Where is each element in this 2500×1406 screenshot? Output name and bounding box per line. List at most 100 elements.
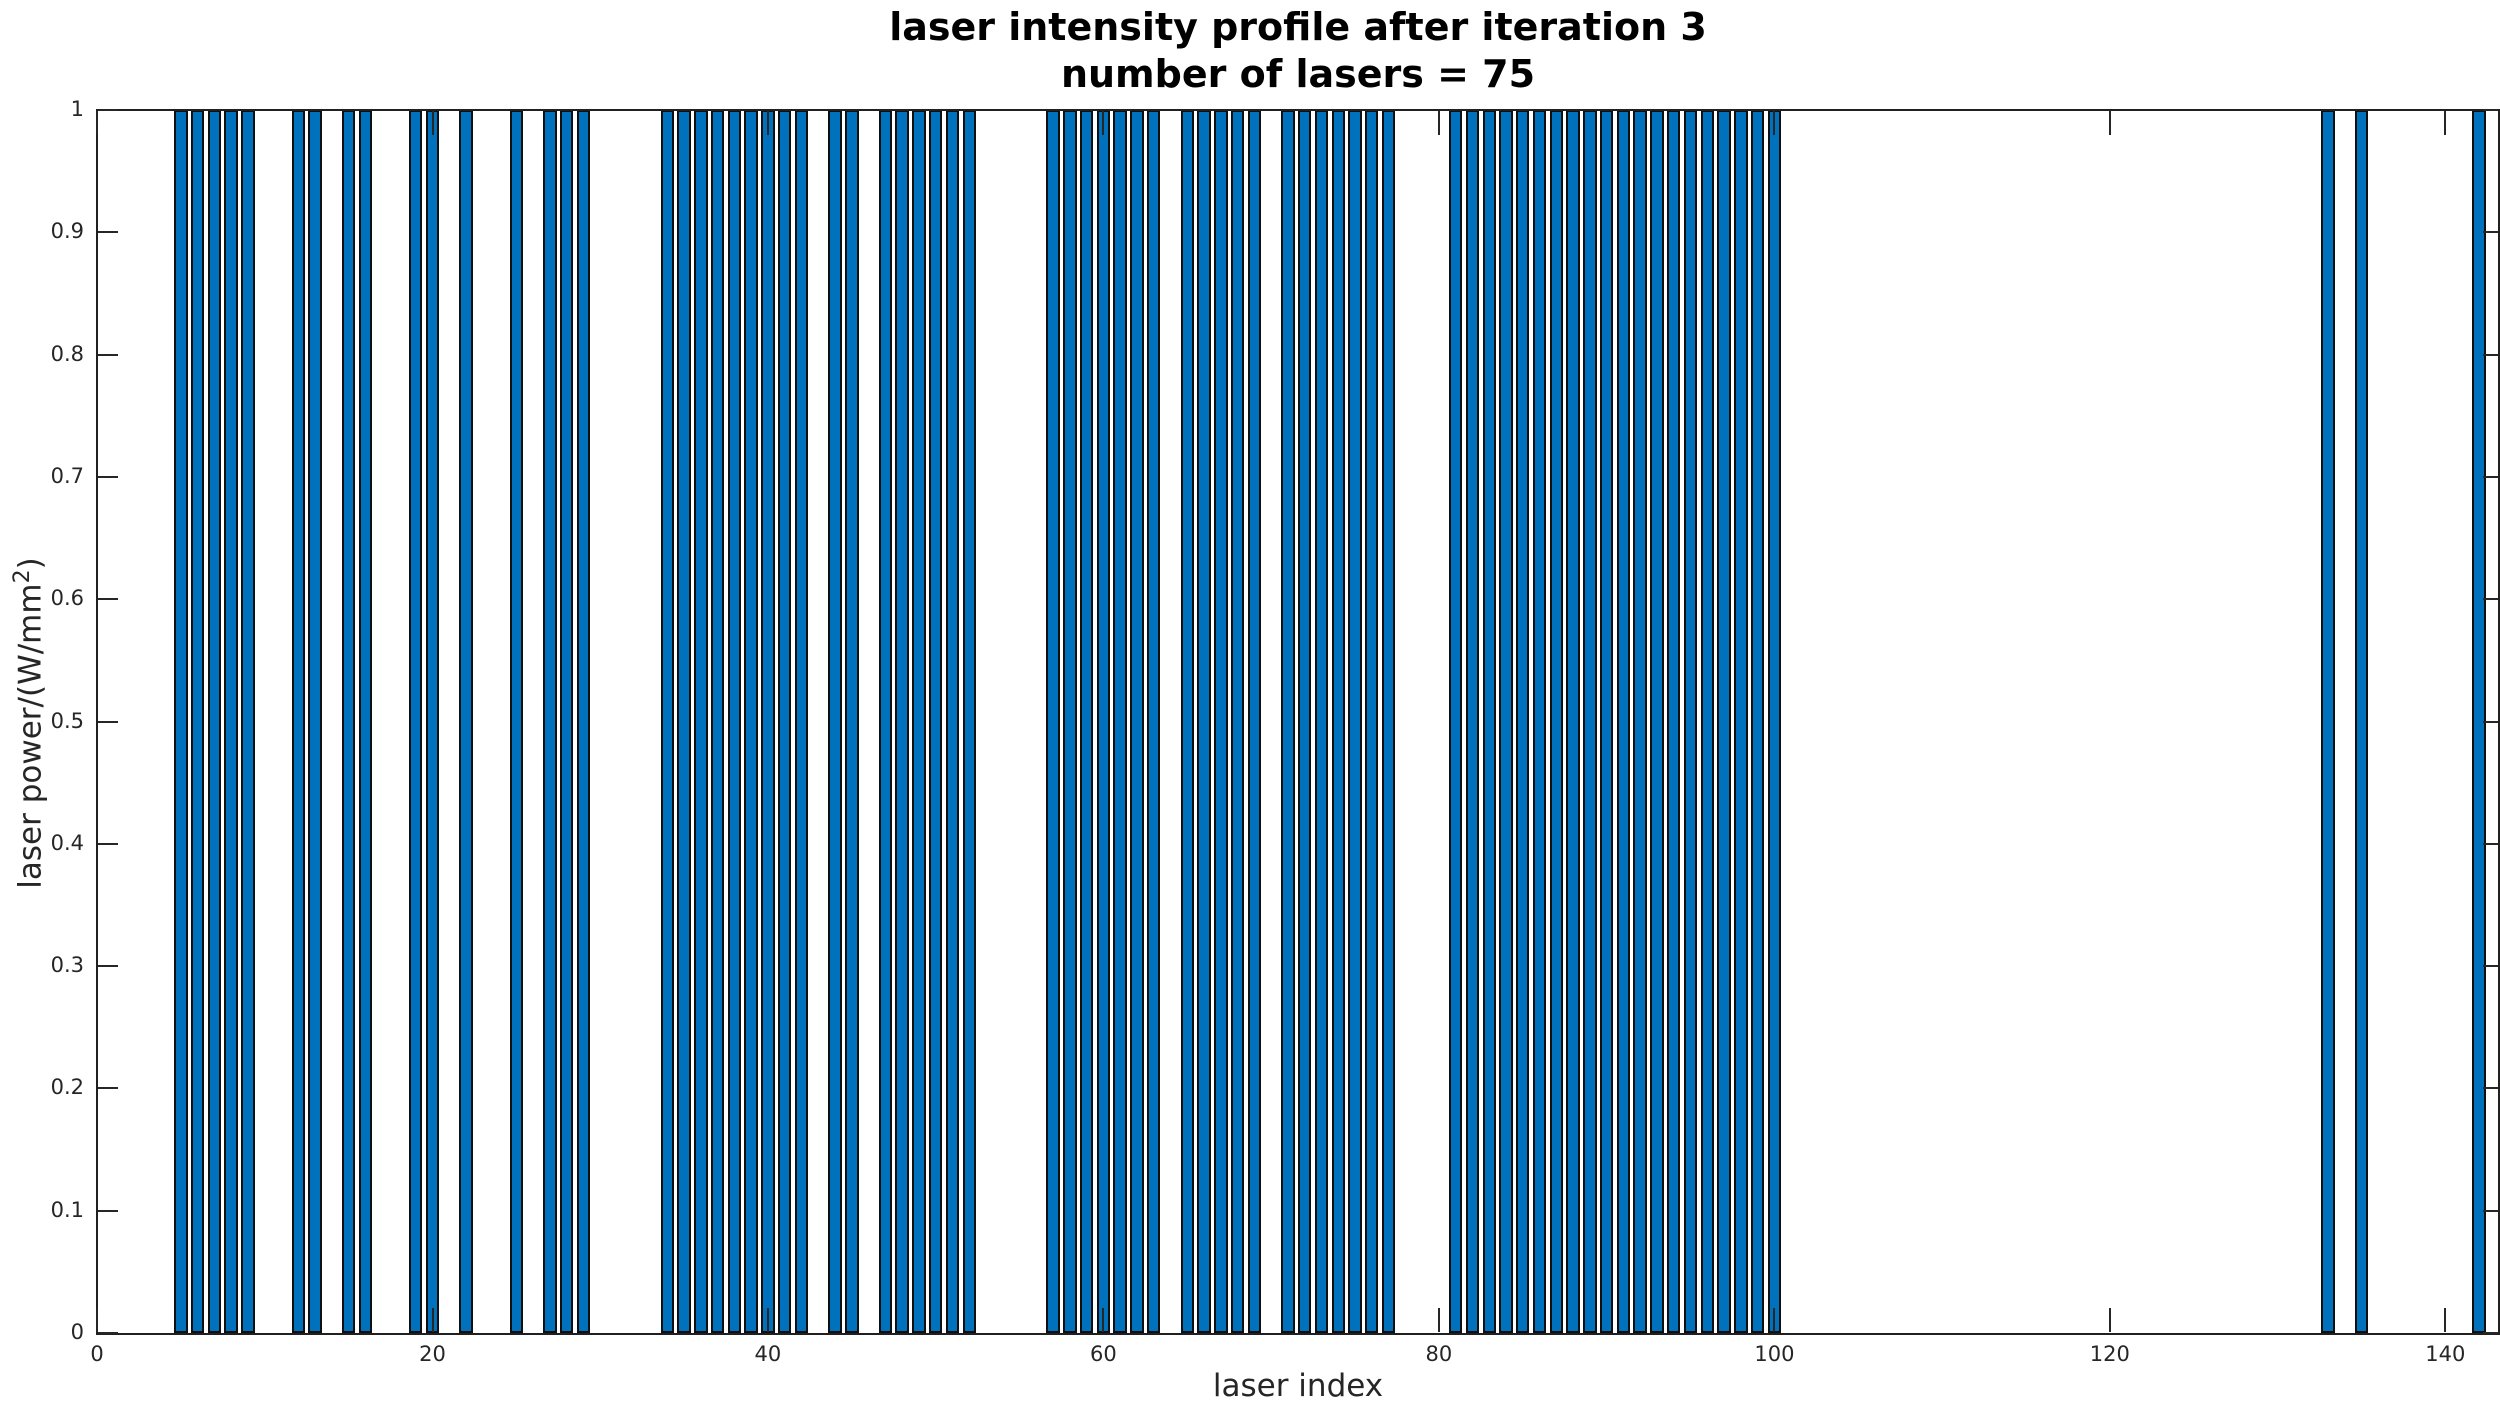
bar <box>1583 110 1597 1333</box>
y-tick-label: 0.9 <box>50 219 84 244</box>
bar <box>1063 110 1077 1333</box>
bar <box>241 110 255 1333</box>
bar <box>559 110 574 1333</box>
y-tick-label: 0.7 <box>50 463 84 488</box>
bar <box>1130 110 1144 1333</box>
bar <box>1046 110 1060 1333</box>
bar <box>710 110 725 1333</box>
x-tick-mark <box>431 1308 434 1332</box>
y-tick-mark-right <box>2483 109 2498 111</box>
bar <box>1348 110 1362 1333</box>
y-axis-label-superscript: 2 <box>10 569 35 584</box>
y-tick-mark-right <box>2483 231 2498 234</box>
y-tick-mark-right <box>2483 475 2498 478</box>
bar <box>1667 110 1681 1333</box>
bar <box>1448 110 1463 1333</box>
bar <box>778 110 792 1333</box>
bar <box>895 110 909 1333</box>
x-tick-label: 60 <box>1090 1342 1117 1366</box>
y-tick-mark <box>98 965 118 968</box>
y-tick-mark-right <box>2483 1209 2498 1212</box>
x-tick-label: 0 <box>90 1342 104 1366</box>
bar <box>1482 110 1496 1333</box>
y-tick-label: 0.5 <box>50 708 84 733</box>
bar <box>1499 110 1513 1333</box>
chart-title-line2: number of lasers = 75 <box>1060 52 1536 96</box>
x-axis-label: laser index <box>1212 1368 1384 1404</box>
bar <box>358 110 373 1333</box>
x-tick-mark <box>96 1308 98 1332</box>
bar <box>1365 110 1379 1333</box>
bar <box>878 110 893 1333</box>
x-tick-label: 40 <box>754 1342 782 1366</box>
x-tick-mark <box>766 1308 769 1332</box>
x-tick-label: 20 <box>419 1342 446 1366</box>
bar <box>694 110 708 1333</box>
left-spine <box>96 109 98 1335</box>
bar <box>425 110 440 1333</box>
bar <box>1214 110 1228 1333</box>
bar <box>928 110 943 1333</box>
y-tick-mark <box>98 1209 118 1212</box>
y-tick-mark <box>98 353 118 356</box>
bar <box>1750 110 1765 1333</box>
y-tick-mark-right <box>2483 720 2498 723</box>
bar <box>1700 110 1714 1333</box>
bar <box>1298 110 1312 1333</box>
bar <box>1566 110 1580 1333</box>
bar <box>224 110 238 1333</box>
bar <box>1516 110 1530 1333</box>
y-tick-mark <box>98 231 118 234</box>
x-tick-mark <box>1102 1308 1105 1332</box>
bar <box>660 110 674 1333</box>
bar <box>341 110 356 1333</box>
y-tick-mark <box>98 598 118 601</box>
chart-title: laser intensity profile after iteration … <box>97 4 2499 98</box>
bar <box>794 110 809 1333</box>
x-tick-label: 100 <box>1754 1342 1795 1366</box>
bar <box>1381 110 1396 1333</box>
bar <box>2354 110 2369 1333</box>
y-tick-mark <box>98 109 118 111</box>
bar <box>1532 110 1547 1333</box>
x-tick-mark <box>2444 1308 2447 1332</box>
bar <box>1197 110 1211 1333</box>
bar <box>761 110 775 1333</box>
y-tick-mark-right <box>2483 1332 2498 1334</box>
bar <box>174 110 188 1333</box>
bar <box>1180 110 1194 1333</box>
bar <box>1734 110 1748 1333</box>
bar <box>1767 110 1782 1333</box>
y-tick-mark <box>98 720 118 723</box>
bar <box>1247 110 1262 1333</box>
x-tick-mark-top <box>1773 111 1776 135</box>
bar <box>945 110 960 1333</box>
bar <box>207 110 222 1333</box>
bar <box>509 110 524 1333</box>
top-spine <box>96 109 2500 111</box>
bar <box>828 110 842 1333</box>
x-tick-mark <box>1773 1308 1776 1332</box>
bar <box>1230 110 1245 1333</box>
bar <box>1331 110 1345 1333</box>
bar <box>1549 110 1564 1333</box>
bar <box>1465 110 1480 1333</box>
y-tick-label: 0.1 <box>50 1197 84 1222</box>
y-tick-mark <box>98 1087 118 1090</box>
x-tick-mark-top <box>2444 111 2447 135</box>
bar <box>1650 110 1664 1333</box>
plot-area <box>97 110 2499 1333</box>
x-tick-mark <box>1437 1308 1440 1332</box>
y-tick-mark <box>98 1332 118 1334</box>
bar <box>1314 110 1329 1333</box>
bar <box>2321 110 2335 1333</box>
bar <box>1717 110 1731 1333</box>
bar <box>308 110 322 1333</box>
y-tick-mark-right <box>2483 842 2498 845</box>
x-tick-mark <box>2108 1308 2111 1332</box>
bar <box>845 110 859 1333</box>
y-tick-label: 0 <box>70 1320 84 1344</box>
bar <box>543 110 557 1333</box>
y-tick-label: 0.6 <box>50 586 84 611</box>
